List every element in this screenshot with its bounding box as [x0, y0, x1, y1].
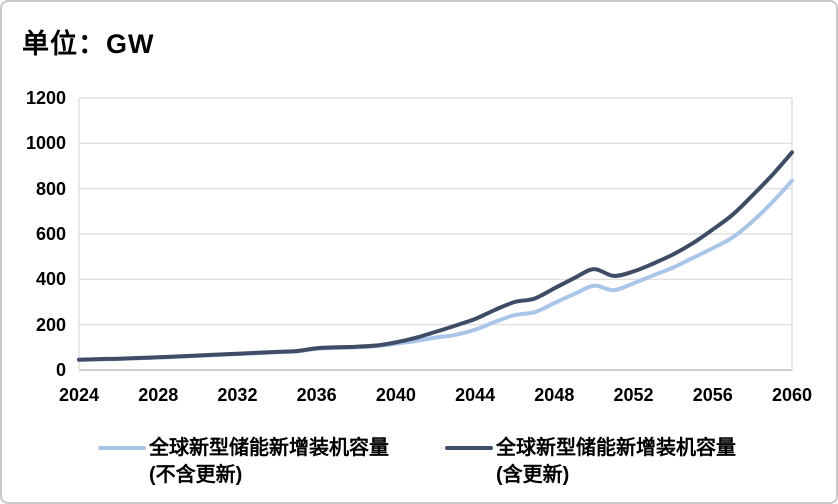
legend-label-including-renewal: 全球新型储能新增装机容量 (含更新): [496, 435, 736, 489]
x-axis-tick-label-2028: 2028: [138, 385, 179, 405]
x-axis-tick-label-2024: 2024: [58, 385, 100, 405]
y-axis-tick-label-400: 400: [35, 269, 66, 290]
legend-label-excluding-renewal: 全球新型储能新增装机容量 (不含更新): [149, 435, 389, 489]
chart-title: 单位：GW: [22, 29, 155, 59]
x-axis-tick-label-2060: 2060: [771, 385, 813, 405]
y-axis-tick-label-600: 600: [35, 224, 66, 244]
x-axis-tick-label-2052: 2052: [613, 385, 654, 405]
y-axis-tick-label-800: 800: [35, 178, 66, 199]
x-axis-tick-label-2032: 2032: [217, 385, 258, 405]
legend-swatch-light-blue: [98, 446, 146, 450]
legend: 全球新型储能新增装机容量 (不含更新) 全球新型储能新增装机容量 (含更新): [2, 435, 836, 497]
legend-swatch-dark-blue: [445, 446, 493, 450]
y-axis-tick-label-1200: 1200: [25, 88, 66, 108]
x-axis-tick-label-2040: 2040: [375, 385, 416, 405]
legend-item-excluding-renewal: 全球新型储能新增装机容量 (不含更新): [98, 435, 389, 489]
x-axis-tick-label-2056: 2056: [692, 385, 733, 405]
legend-label-line2: (不含更新): [149, 464, 243, 486]
x-axis-tick-label-2044: 2044: [455, 385, 496, 405]
x-axis-tick-label-2048: 2048: [534, 385, 575, 405]
legend-label-line1: 全球新型储能新增装机容量: [149, 437, 389, 459]
series-line-including-renewal: [77, 150, 794, 362]
x-axis-tick-label-2036: 2036: [296, 385, 337, 405]
legend-label-line1: 全球新型储能新增装机容量: [496, 437, 736, 459]
y-axis-tick-label-0: 0: [55, 360, 66, 380]
y-axis-tick-label-200: 200: [35, 314, 66, 335]
legend-label-line2: (含更新): [496, 464, 570, 486]
y-axis-tick-label-1000: 1000: [25, 133, 66, 154]
legend-item-including-renewal: 全球新型储能新增装机容量 (含更新): [445, 435, 736, 489]
